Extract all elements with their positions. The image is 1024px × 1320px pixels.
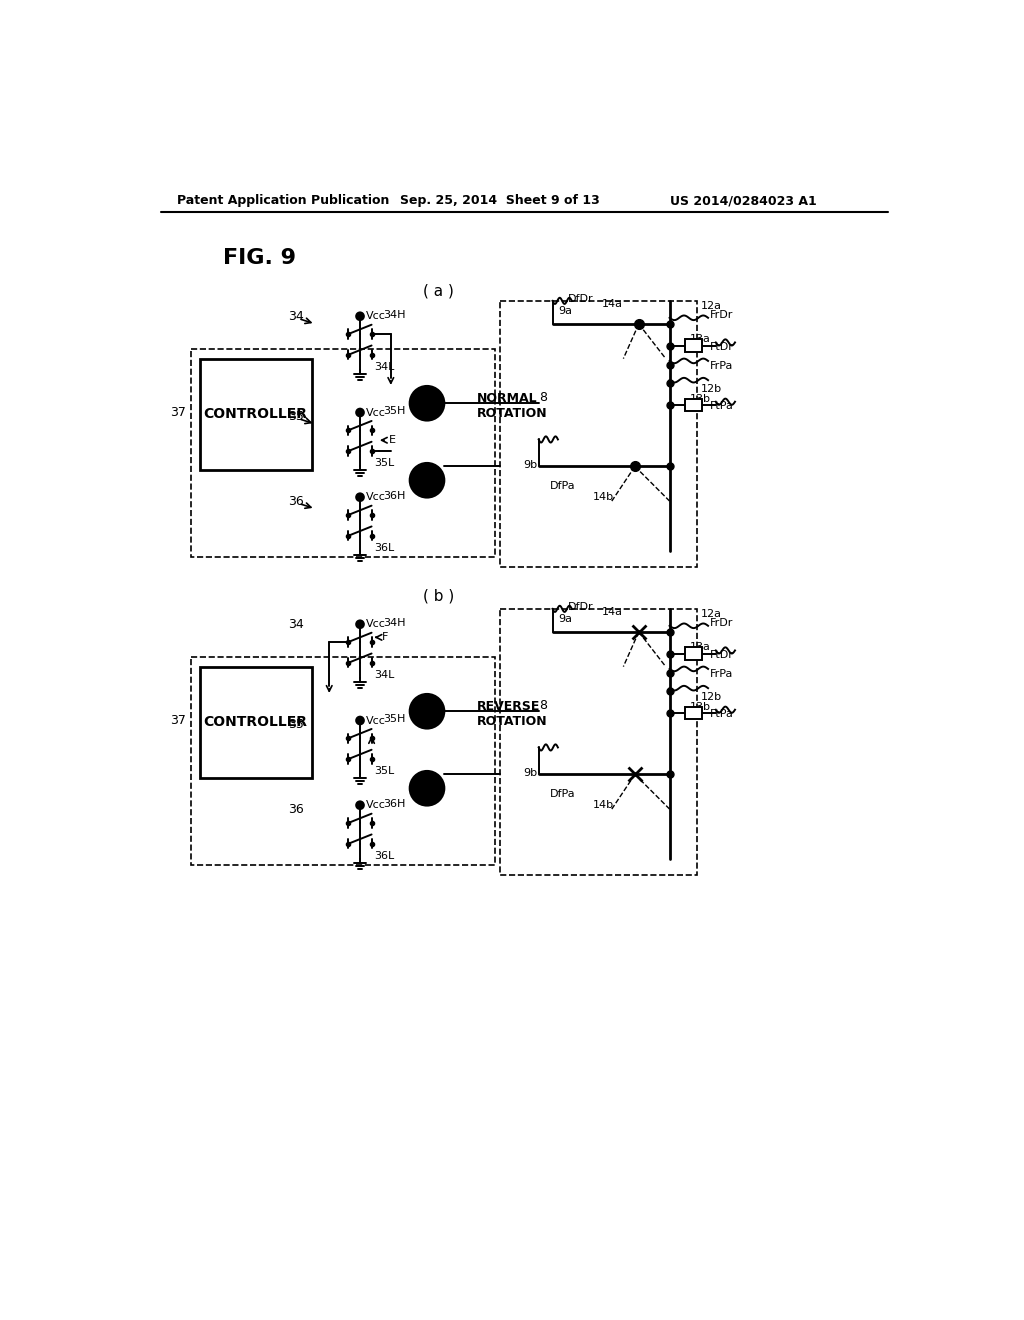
Circle shape [410,694,444,729]
Text: M3: M3 [417,397,437,409]
Text: 12a: 12a [700,610,721,619]
Text: 37: 37 [170,714,186,727]
Text: US 2014/0284023 A1: US 2014/0284023 A1 [670,194,816,207]
Text: M3: M3 [417,705,437,718]
Circle shape [356,313,364,321]
Text: REVERSE
ROTATION: REVERSE ROTATION [477,701,548,729]
Text: 8: 8 [539,391,547,404]
Text: 9a: 9a [558,306,572,315]
Text: 14b: 14b [593,800,613,810]
Text: M4: M4 [417,781,437,795]
Text: 35H: 35H [383,407,406,416]
Text: 36L: 36L [374,543,394,553]
Text: 14b: 14b [593,492,613,502]
Text: 9a: 9a [558,614,572,624]
Text: 35L: 35L [374,767,394,776]
Text: FtDr: FtDr [711,342,734,352]
Bar [500,301,696,566]
Text: Vcc: Vcc [367,312,386,321]
Text: CONTROLLER: CONTROLLER [204,715,307,730]
Text: 13a: 13a [689,334,711,345]
Text: 34H: 34H [383,618,406,628]
Text: DfDr: DfDr [568,293,594,304]
Bar [685,339,701,351]
Circle shape [356,620,364,628]
Circle shape [356,717,364,725]
Text: FrDr: FrDr [711,618,734,628]
Text: DfPa: DfPa [550,480,575,491]
Text: Vcc: Vcc [367,492,386,502]
Text: 36L: 36L [374,851,394,861]
Text: FrDr: FrDr [711,310,734,319]
Text: 9b: 9b [523,459,538,470]
Text: FIG. 9: FIG. 9 [223,248,296,268]
Text: 34: 34 [289,310,304,323]
Text: DfPa: DfPa [550,788,575,799]
Text: 12b: 12b [700,384,722,395]
Bar [685,399,701,411]
Text: 36H: 36H [383,491,406,500]
Text: 34: 34 [289,618,304,631]
Text: Patent Application Publication: Patent Application Publication [177,194,389,207]
Text: 12a: 12a [700,301,721,312]
Text: 34L: 34L [374,362,394,372]
Text: 14a: 14a [602,298,623,309]
Text: NORMAL
ROTATION: NORMAL ROTATION [477,392,548,420]
Text: Vcc: Vcc [367,800,386,810]
Text: 13a: 13a [689,643,711,652]
Circle shape [356,801,364,809]
Text: 13b: 13b [689,702,711,711]
Circle shape [356,409,364,416]
Text: 9b: 9b [523,768,538,777]
Text: F: F [382,632,388,643]
Text: FrPa: FrPa [711,669,734,680]
Circle shape [356,494,364,502]
Text: 35L: 35L [374,458,394,469]
Text: Vcc: Vcc [367,408,386,417]
Text: 37: 37 [170,407,186,418]
Text: FtDr: FtDr [711,649,734,660]
Text: 35: 35 [289,718,304,731]
Bar [190,350,495,557]
Text: 34L: 34L [374,671,394,680]
Text: FtPa: FtPa [711,401,734,412]
Text: 13b: 13b [689,393,711,404]
Text: 8: 8 [539,698,547,711]
Text: 14a: 14a [602,607,623,616]
Text: Vcc: Vcc [367,619,386,630]
Text: ( b ): ( b ) [423,589,455,603]
Circle shape [410,771,444,805]
Bar [500,609,696,874]
Text: Sep. 25, 2014  Sheet 9 of 13: Sep. 25, 2014 Sheet 9 of 13 [400,194,600,207]
Bar [200,667,311,779]
Text: 35: 35 [289,409,304,422]
Text: ( a ): ( a ) [423,284,454,298]
Text: 36: 36 [289,803,304,816]
Circle shape [410,463,444,498]
Text: FrPa: FrPa [711,362,734,371]
Text: CONTROLLER: CONTROLLER [204,408,307,421]
Text: Vcc: Vcc [367,715,386,726]
Text: 35H: 35H [383,714,406,723]
Text: DfDr: DfDr [568,602,594,611]
Text: 36: 36 [289,495,304,508]
Bar [190,657,495,866]
Text: 34H: 34H [383,310,406,319]
Bar [685,647,701,660]
Bar [685,706,701,719]
Text: E: E [388,436,395,445]
Text: 36H: 36H [383,799,406,809]
Text: FtPa: FtPa [711,709,734,719]
Text: M4: M4 [417,474,437,487]
Circle shape [410,387,444,420]
Bar [200,359,311,470]
Text: 12b: 12b [700,693,722,702]
